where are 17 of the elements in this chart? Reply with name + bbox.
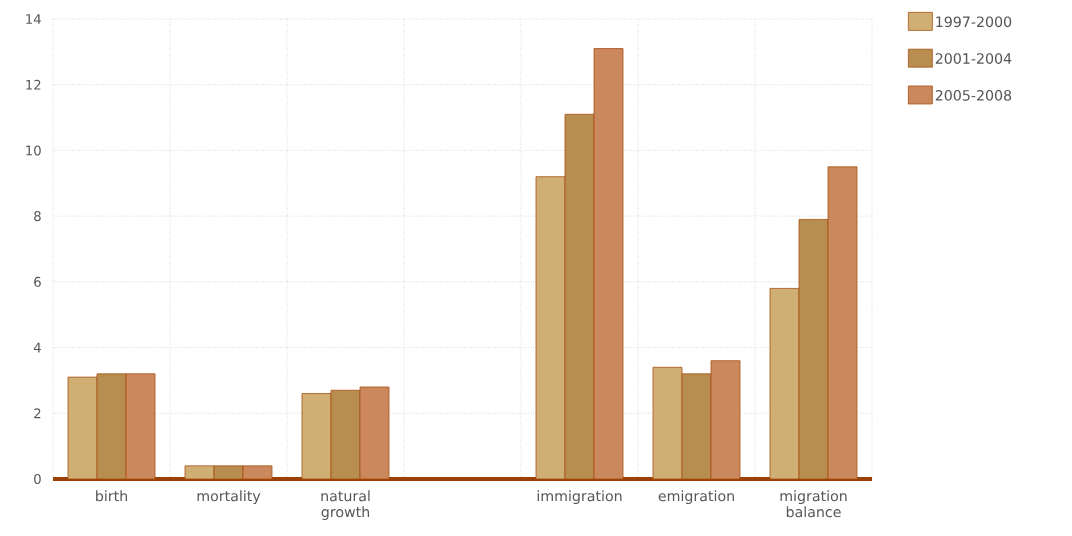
x-tick-label: immigration bbox=[537, 490, 622, 505]
x-tick-label: birth bbox=[96, 490, 127, 502]
y-tick-label: 6 bbox=[34, 276, 41, 287]
legend-label: 1997-2000 bbox=[936, 16, 1012, 28]
y-tick-label: 14 bbox=[26, 14, 41, 24]
x-tick-label: emigration bbox=[658, 490, 734, 505]
x-tick-label: mortality bbox=[197, 490, 261, 505]
legend-label: 2005-2008 bbox=[935, 89, 1012, 101]
y-tick-label: 10 bbox=[26, 145, 41, 156]
x-tick-label: natural growth bbox=[321, 490, 370, 521]
x-tick-label: migration balance bbox=[780, 490, 847, 518]
legend-label: 2001-2004 bbox=[935, 53, 1012, 64]
y-tick-label: 8 bbox=[34, 211, 41, 222]
y-tick-label: 0 bbox=[34, 473, 41, 484]
y-tick-label: 2 bbox=[34, 408, 41, 419]
y-tick-label: 12 bbox=[26, 79, 41, 90]
y-tick-label: 4 bbox=[33, 342, 41, 353]
